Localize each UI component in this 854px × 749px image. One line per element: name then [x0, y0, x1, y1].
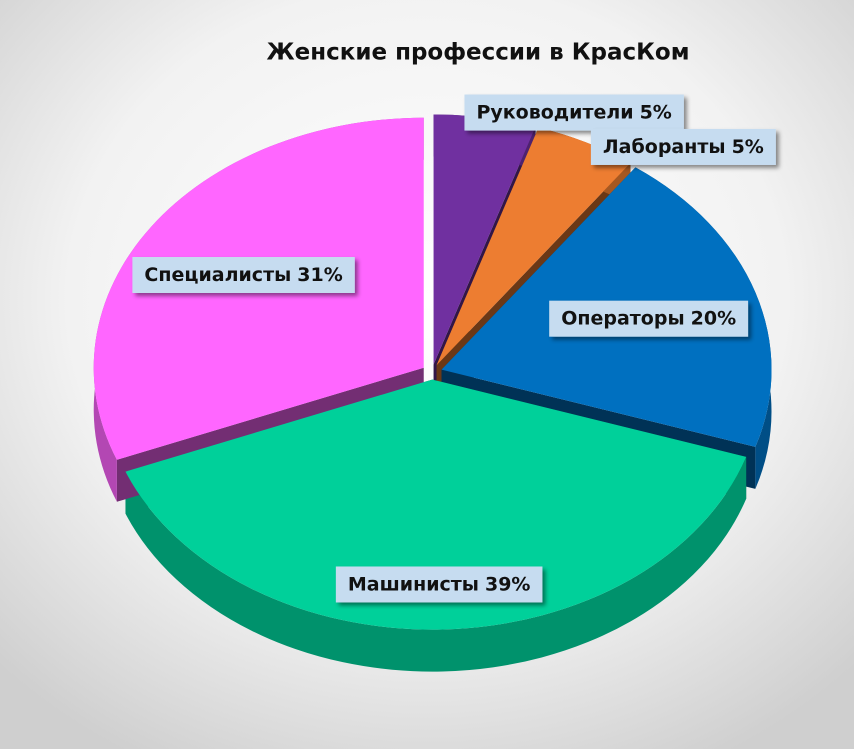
label-box — [335, 566, 543, 603]
data-label: Специалисты 31% — [132, 256, 355, 293]
slice — [125, 379, 747, 630]
label-text: Специалисты 31% — [144, 263, 342, 285]
label-text: Машинисты 39% — [348, 573, 531, 595]
label-box — [132, 256, 355, 293]
value-label: 31% — [297, 263, 342, 285]
label-box — [549, 300, 749, 337]
value-label: 5% — [732, 135, 764, 157]
data-label: Операторы 20% — [549, 300, 749, 337]
data-label: Машинисты 39% — [335, 566, 543, 603]
labels: Руководители 5% Лаборанты 5% Операторы 20% Маш… — [132, 94, 776, 603]
value-label: 39% — [485, 573, 530, 595]
chart-title: Женские професcии в КрасКом — [266, 40, 689, 66]
label-text: Лаборанты 5% — [603, 135, 764, 157]
value-label: 20% — [691, 307, 736, 329]
label-box — [464, 94, 684, 131]
category-label: Машинисты — [348, 573, 479, 595]
label-text: Операторы 20% — [561, 307, 736, 329]
slice — [436, 127, 631, 366]
category-label: Лаборанты — [603, 135, 726, 157]
label-text: Руководители 5% — [476, 101, 671, 123]
label-box — [590, 128, 776, 165]
category-label: Операторы — [561, 307, 684, 329]
category-label: Специалисты — [144, 263, 291, 285]
category-label: Руководители — [476, 101, 633, 123]
data-label: Лаборанты 5% — [590, 128, 776, 165]
value-label: 5% — [640, 101, 672, 123]
data-label: Руководители 5% — [464, 94, 684, 131]
slice-side — [125, 456, 747, 672]
slice — [433, 114, 536, 365]
